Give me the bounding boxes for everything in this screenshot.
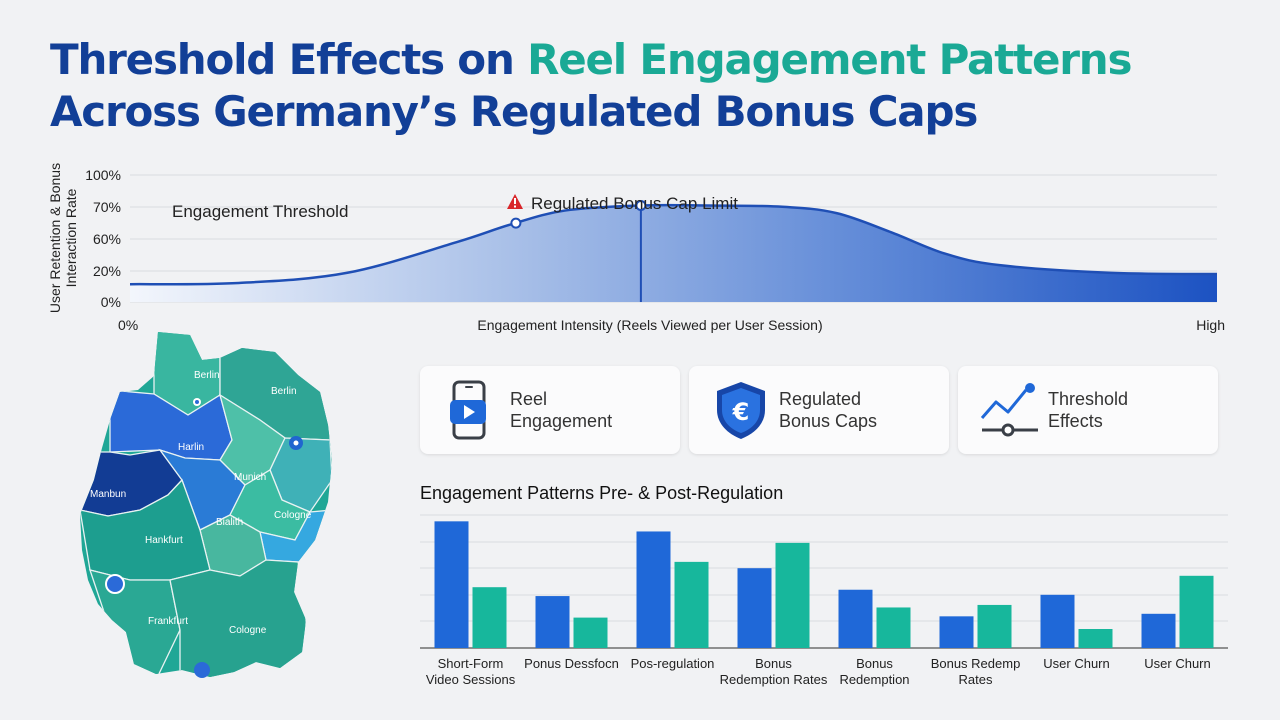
bar <box>1078 629 1113 648</box>
curve-line <box>129 203 1218 286</box>
trend-line-icon <box>980 383 1038 437</box>
bar <box>472 587 507 648</box>
cap-limit-label: Regulated Bonus Cap Limit <box>531 194 738 213</box>
title-line-1: Threshold Effects on Reel Engagement Pat… <box>50 34 1132 86</box>
bar-series <box>434 521 1214 648</box>
curve-markers <box>510 199 647 229</box>
bar-x-tick-label: Bonus Redemption <box>839 656 909 687</box>
warning-triangle-icon <box>507 194 523 209</box>
bar <box>876 607 911 648</box>
card-reel-engagement: Reel Engagement <box>420 366 680 454</box>
bar-x-tick-label: Short-Form Video Sessions <box>426 656 516 687</box>
x-start-label: 0% <box>118 317 138 333</box>
curve-y-tick-label: 100% <box>85 167 121 183</box>
bar <box>838 589 873 648</box>
threshold-curve-chart: User Retention & BonusInteraction Rate 1… <box>47 163 1225 333</box>
curve-marker <box>510 217 522 229</box>
card-threshold-effects: Threshold Effects <box>958 366 1218 454</box>
bar <box>775 542 810 648</box>
map-label-bialith: Bialith <box>216 517 243 528</box>
map-marker-2-dot <box>293 440 299 446</box>
bar <box>1179 575 1214 648</box>
bar-x-tick-label: Bonus Redemption Rates <box>720 656 828 687</box>
map-label-berlin-1: Berlin <box>194 370 220 381</box>
x-axis-label: Engagement Intensity (Reels Viewed per U… <box>477 317 822 333</box>
bar-x-tick-label: Bonus Redemp Rates <box>931 656 1021 687</box>
map-marker-4 <box>194 662 210 678</box>
y-axis-label: User Retention & BonusInteraction Rate <box>47 163 79 313</box>
map-marker-1-dot <box>195 400 199 404</box>
title-part-blue: Threshold Effects on <box>50 35 528 84</box>
page-title: Threshold Effects on Reel Engagement Pat… <box>50 34 1132 138</box>
card-bonus-caps: € Regulated Bonus Caps <box>689 366 949 454</box>
curve-y-tick-label: 0% <box>101 294 121 310</box>
phone-video-icon <box>450 380 486 440</box>
engagement-threshold-label: Engagement Threshold <box>172 202 348 221</box>
bar <box>636 531 671 648</box>
map-region-bavaria <box>169 559 307 677</box>
bar <box>674 561 709 648</box>
bar <box>939 616 974 648</box>
map-label-berlin-2: Berlin <box>271 386 297 397</box>
bar <box>535 596 570 648</box>
curve-area <box>130 205 1217 302</box>
bar-chart-title: Engagement Patterns Pre- & Post-Regulati… <box>420 483 784 503</box>
title-part-teal: Reel Engagement Patterns <box>527 35 1132 84</box>
curve-y-tick-label: 20% <box>93 263 121 279</box>
bar <box>1040 594 1075 648</box>
bar-x-tick-label: User Churn <box>1144 656 1210 671</box>
title-line-2: Across Germany’s Regulated Bonus Caps <box>50 87 978 136</box>
bar-x-ticks: Short-Form Video Sessions Ponus Dessfocn Po… <box>426 656 1211 687</box>
curve-y-tick-label: 70% <box>93 199 121 215</box>
curve-marker <box>635 199 647 211</box>
map-marker-3 <box>105 574 125 594</box>
map-label-hankfurt: Hankfurt <box>145 535 183 546</box>
curve-y-ticks: 100% 70% 60% 20% 0% <box>85 167 121 310</box>
card-label-bonus-caps: Regulated Bonus Caps <box>779 389 878 431</box>
map-label-harlin: Harlin <box>178 442 204 453</box>
germany-map: Berlin Berlin Harlin Manbun Munich Biali… <box>80 332 332 678</box>
bar <box>737 568 772 648</box>
map-label-frankfurt: Frankfurt <box>148 616 188 627</box>
bar-chart: Short-Form Video Sessions Ponus Dessfocn Po… <box>420 514 1228 687</box>
bar-x-tick-label: Pos-regulation <box>631 656 715 671</box>
euro-shield-icon: € <box>717 382 765 439</box>
bar-x-tick-label: Ponus Dessfocn <box>524 656 619 671</box>
bar <box>1141 613 1176 648</box>
map-label-cologne-1: Cologne <box>274 510 312 521</box>
x-end-label: High <box>1196 317 1225 333</box>
map-label-munich: Munich <box>234 472 266 483</box>
bar <box>434 521 469 648</box>
curve-y-tick-label: 60% <box>93 231 121 247</box>
card-label-reel-engagement: Reel Engagement <box>510 389 613 431</box>
card-label-threshold-effects: Threshold Effects <box>1048 389 1129 431</box>
bar <box>573 617 608 648</box>
map-label-manbun: Manbun <box>90 489 126 500</box>
map-label-cologne-2: Cologne <box>229 625 267 636</box>
bar-x-tick-label: User Churn <box>1043 656 1109 671</box>
bar <box>977 604 1012 648</box>
svg-text:€: € <box>732 398 750 426</box>
